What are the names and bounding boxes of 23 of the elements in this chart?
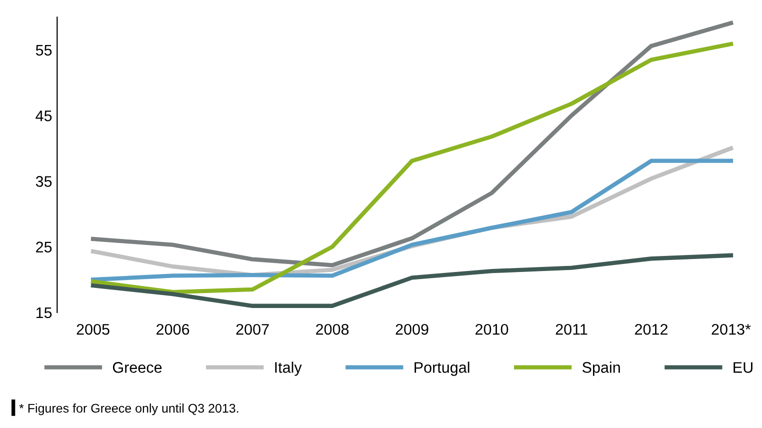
legend-label: Portugal	[414, 362, 470, 376]
line-series	[90, 253, 734, 308]
line-series	[90, 20, 734, 268]
legend-label: Italy	[275, 362, 302, 376]
legend-label: Spain	[582, 362, 620, 376]
y-tick-label: 25	[36, 242, 52, 252]
x-tick-label: 2011	[556, 324, 588, 335]
y-tick-label: 45	[36, 110, 52, 122]
x-tick-label: 2013*	[712, 324, 751, 335]
x-tick-label: 2009	[396, 324, 428, 335]
x-tick-label: 2012	[635, 324, 668, 335]
x-tick-label: 2007	[236, 324, 269, 335]
legend-label: EU	[734, 362, 752, 373]
x-tick-label: 2005	[76, 324, 110, 335]
y-tick-label: 15	[36, 307, 52, 318]
x-tick-label: 2008	[316, 324, 349, 335]
x-tick-label: 2010	[476, 324, 508, 335]
x-tick-label: 2006	[156, 324, 190, 335]
line-series	[90, 42, 734, 294]
text: * Figures for Greece only until Q3 2013.	[19, 404, 238, 416]
y-tick-label: 55	[36, 44, 52, 56]
y-tick-label: 35	[36, 176, 52, 187]
legend-label: Greece	[112, 362, 162, 373]
